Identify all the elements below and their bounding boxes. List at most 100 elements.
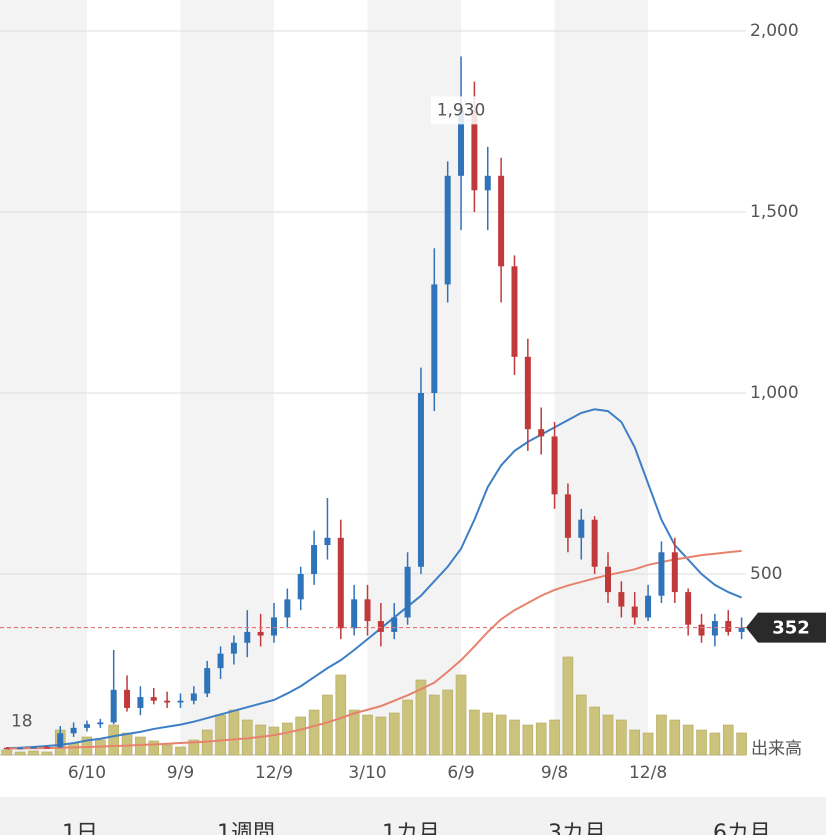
candle-body bbox=[591, 519, 598, 567]
candle-body bbox=[511, 266, 518, 357]
candle-body bbox=[538, 429, 545, 437]
candle-body bbox=[177, 700, 184, 703]
range-tab[interactable]: 6カ月 bbox=[713, 821, 771, 835]
volume-bar bbox=[188, 739, 200, 756]
volume-bar bbox=[482, 712, 494, 756]
x-tick-label: 9/9 bbox=[167, 763, 194, 783]
volume-bar bbox=[509, 719, 520, 756]
candle-body bbox=[97, 722, 104, 725]
volume-bar bbox=[642, 732, 654, 756]
range-tab[interactable]: 1日 bbox=[62, 821, 98, 835]
candle-body bbox=[271, 617, 277, 636]
tab-bar bbox=[0, 797, 826, 835]
candle-body bbox=[17, 747, 24, 750]
annotation-bg bbox=[431, 96, 492, 125]
candle-body bbox=[484, 175, 491, 191]
low-annotation: 18 bbox=[11, 711, 33, 731]
volume-bar bbox=[429, 694, 440, 756]
volume-bar bbox=[1, 749, 13, 756]
volume-bar bbox=[455, 674, 467, 756]
candle-body bbox=[711, 621, 718, 636]
y-tick-label: 2,000 bbox=[750, 21, 799, 41]
candle-body bbox=[551, 436, 558, 495]
volume-bar bbox=[442, 689, 453, 756]
volume-bar bbox=[402, 699, 413, 756]
candle-body bbox=[671, 552, 678, 593]
candle-body bbox=[70, 727, 77, 734]
candle-body bbox=[404, 566, 411, 618]
candle-body bbox=[364, 599, 371, 622]
volume-bar bbox=[121, 732, 133, 756]
volume-bar bbox=[722, 724, 734, 756]
volume-bar bbox=[108, 724, 119, 756]
volume-bar bbox=[308, 709, 320, 756]
y-tick-label: 1,500 bbox=[750, 202, 799, 222]
volume-bar bbox=[562, 656, 574, 756]
volume-bar bbox=[362, 714, 373, 756]
candle-body bbox=[564, 494, 571, 538]
volume-bar bbox=[495, 714, 507, 756]
volume-bar bbox=[575, 694, 587, 756]
range-tab[interactable]: 3カ月 bbox=[548, 821, 606, 835]
volume-bar bbox=[549, 719, 560, 756]
candle-body bbox=[498, 175, 505, 267]
volume-bar bbox=[335, 674, 347, 756]
volume-bar bbox=[148, 740, 160, 756]
volume-bar bbox=[589, 706, 600, 756]
period-band bbox=[554, 0, 649, 755]
candle-body bbox=[204, 668, 211, 694]
candle-body bbox=[83, 724, 90, 728]
candle-body bbox=[444, 175, 451, 285]
price-tag bbox=[746, 612, 826, 643]
volume-bar bbox=[14, 751, 26, 756]
x-tick-label: 12/9 bbox=[255, 763, 293, 783]
candle-body bbox=[431, 284, 438, 393]
candle-body bbox=[164, 700, 171, 703]
candle-body bbox=[57, 733, 64, 748]
volume-bar bbox=[682, 724, 694, 756]
candle-body bbox=[685, 592, 692, 625]
volume-bar bbox=[696, 729, 707, 756]
candle-body bbox=[351, 599, 358, 629]
volume-bar bbox=[602, 714, 614, 756]
candle-body bbox=[43, 747, 50, 749]
range-tab[interactable]: 1カ月 bbox=[382, 821, 440, 835]
volume-bar bbox=[348, 709, 360, 756]
moving-average bbox=[6, 408, 742, 750]
candle-body bbox=[217, 653, 224, 669]
volume-bar bbox=[616, 719, 627, 756]
candle-body bbox=[297, 574, 304, 600]
candle-body bbox=[645, 595, 652, 618]
x-tick-label: 6/9 bbox=[447, 763, 474, 783]
period-band bbox=[0, 0, 87, 755]
candle-body bbox=[578, 519, 585, 538]
candle-body bbox=[110, 689, 117, 723]
x-tick-label: 9/8 bbox=[541, 763, 568, 783]
candle-body bbox=[618, 592, 625, 607]
y-tick-label: 1,000 bbox=[750, 383, 799, 403]
candle-body bbox=[391, 617, 398, 632]
volume-bar bbox=[709, 732, 721, 756]
candle-body bbox=[284, 599, 291, 618]
volume-bar bbox=[255, 724, 266, 756]
candle-body bbox=[124, 689, 131, 708]
candle-body bbox=[725, 621, 732, 632]
moving-average bbox=[6, 549, 742, 750]
candle-body bbox=[150, 697, 157, 701]
volume-bar bbox=[215, 714, 226, 756]
candle-body bbox=[311, 545, 318, 574]
x-tick-label: 3/10 bbox=[348, 763, 386, 783]
volume-bar bbox=[28, 750, 39, 756]
volume-bar bbox=[415, 679, 427, 756]
volume-bar bbox=[41, 751, 53, 756]
range-tab[interactable]: 1週間 bbox=[217, 821, 275, 835]
x-tick-label: 12/8 bbox=[629, 763, 667, 783]
y-tick-label: 500 bbox=[750, 564, 782, 584]
high-annotation: 1,930 bbox=[437, 100, 486, 120]
volume-bar bbox=[322, 694, 333, 756]
candle-body bbox=[631, 606, 638, 618]
volume-bar bbox=[736, 732, 747, 756]
candle-body bbox=[417, 393, 424, 567]
candle-body bbox=[471, 110, 478, 191]
